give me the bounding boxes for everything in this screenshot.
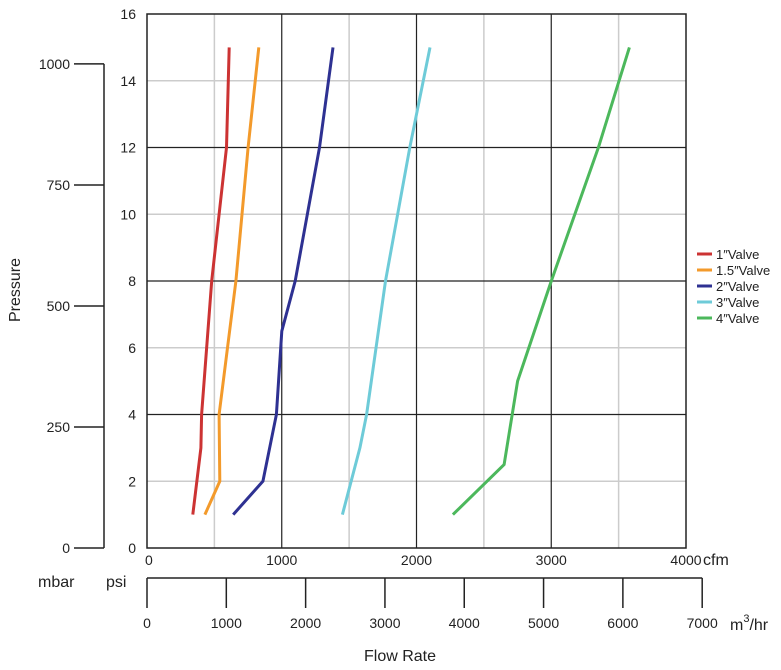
x-axis-title: Flow Rate <box>364 648 436 665</box>
series-lines <box>191 46 631 516</box>
mbar-tick-label: 0 <box>62 540 70 556</box>
x-tick-label: 4000 <box>670 552 701 568</box>
mbar-unit-label: mbar <box>38 574 75 591</box>
x-tick-label: 2000 <box>401 552 432 568</box>
mbar-tick-label: 500 <box>47 298 71 314</box>
legend-label: 1″Valve <box>716 247 759 262</box>
y-tick-label: 0 <box>128 540 136 556</box>
y-tick-label: 6 <box>128 340 136 356</box>
m3hr-axis: 0 1000 2000 3000 4000 5000 6000 7000 <box>143 577 718 631</box>
legend-label: 1.5″Valve <box>716 263 770 278</box>
series-line-5 <box>451 46 631 516</box>
series-line-2 <box>203 47 261 516</box>
series-line-1 <box>191 47 231 515</box>
y-tick-label: 16 <box>120 6 136 22</box>
m3hr-tick-label: 2000 <box>290 615 321 631</box>
y-tick-label: 8 <box>128 273 136 289</box>
series-line-4 <box>340 47 432 515</box>
legend-label: 4″Valve <box>716 311 759 326</box>
m3hr-tick-label: 4000 <box>449 615 480 631</box>
y-tick-label: 14 <box>120 73 136 89</box>
series-line-3 <box>232 47 335 516</box>
y-tick-label: 12 <box>120 140 136 156</box>
mbar-tick-label: 750 <box>47 177 71 193</box>
m3hr-tick-label: 1000 <box>211 615 242 631</box>
x-unit-label: cfm <box>703 552 729 569</box>
m3hr-tick-label: 3000 <box>369 615 400 631</box>
major-gridlines <box>147 14 686 548</box>
x-tick-label: 0 <box>145 552 153 568</box>
m3hr-tick-label: 5000 <box>528 615 559 631</box>
tick-labels: 0 1000 2000 3000 4000 0 2 4 6 8 10 12 14 16 <box>120 6 701 568</box>
legend-label: 3″Valve <box>716 295 759 310</box>
legend-label: 2″Valve <box>716 279 759 294</box>
y-axis-title: Pressure <box>7 258 24 322</box>
plot-frame <box>146 13 687 549</box>
psi-unit-label: psi <box>106 574 126 591</box>
mbar-axis: 0 250 500 750 1000 <box>39 56 105 556</box>
y-tick-label: 4 <box>128 407 136 423</box>
y-tick-label: 10 <box>120 206 136 222</box>
y-tick-label: 2 <box>128 473 136 489</box>
m3hr-tick-label: 7000 <box>687 615 718 631</box>
x-tick-label: 1000 <box>266 552 297 568</box>
mbar-tick-label: 250 <box>47 419 71 435</box>
mbar-tick-label: 1000 <box>39 56 70 72</box>
m3hr-tick-label: 0 <box>143 615 151 631</box>
m3hr-unit-label: m3/hr <box>730 613 769 634</box>
x-tick-label: 3000 <box>536 552 567 568</box>
m3hr-tick-label: 6000 <box>607 615 638 631</box>
